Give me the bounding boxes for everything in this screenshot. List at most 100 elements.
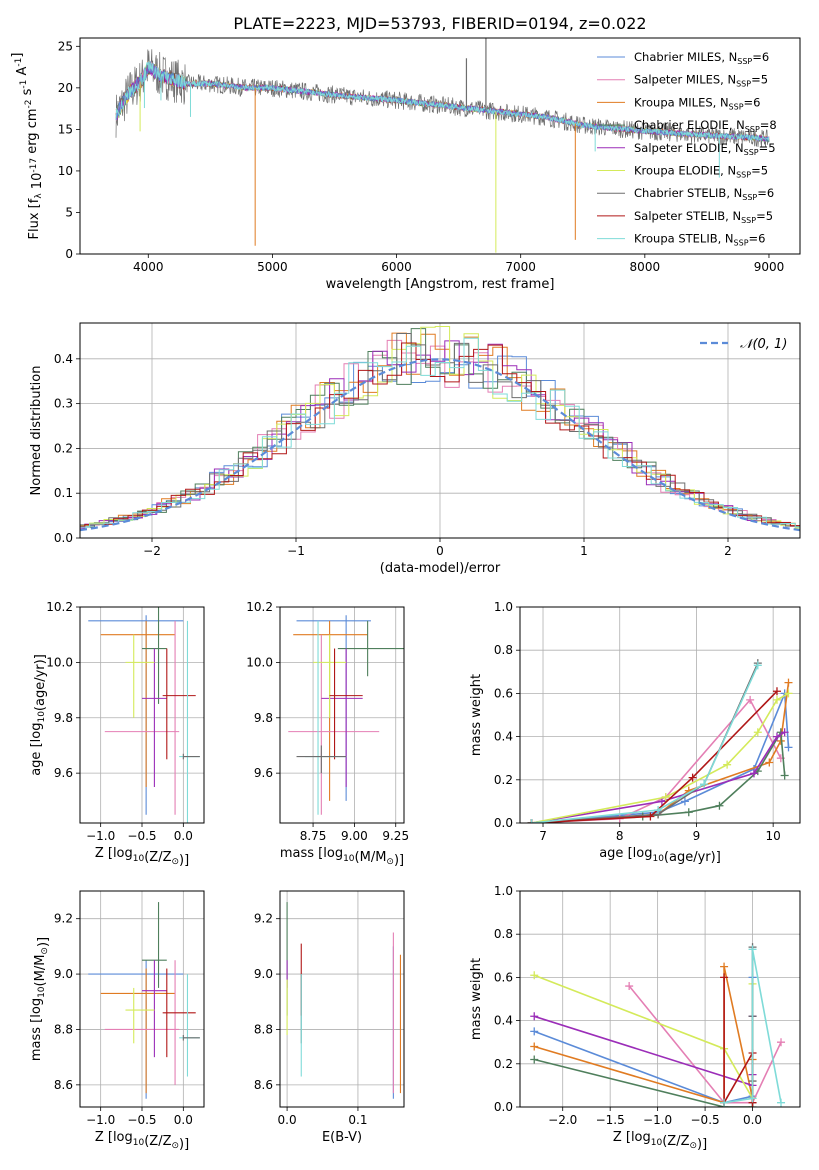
weight_vs_age-ytick-label: 0.6	[494, 686, 513, 700]
spectrum-xlabel: wavelength [Angstrom, rest frame]	[326, 277, 555, 292]
age_vs_mass-ytick-label: 9.6	[254, 766, 273, 780]
spectrum-ytick-label: 10	[58, 164, 73, 178]
mass_vs_EBV-xtick-label: 0.0	[278, 1113, 297, 1127]
weight_vs_age-series-chabrier_stelib	[531, 662, 759, 823]
weight_vs_age-marker	[680, 797, 689, 806]
weight_vs_age-marker	[753, 728, 762, 737]
mass_vs_Z-ylabel: mass [log10(M/M⊙)]	[29, 937, 51, 1061]
weight_vs_Z-series-kroupa_miles	[533, 966, 754, 1104]
mass_vs_EBV-ytick-label: 9.0	[254, 967, 273, 981]
weight_vs_Z-ytick-label: 0.6	[494, 970, 513, 984]
weight_vs_Z-marker	[777, 1038, 786, 1047]
age_vs_mass-xlabel: mass [log10(M/M⊙)]	[280, 846, 404, 868]
spectrum-axes: 4000 5000 6000 7000 8000 9000 0 5 10 15 20 25 wavele…	[10, 39, 784, 292]
spectrum-series-kroupa_stelib	[115, 60, 770, 142]
weight_vs_age-xtick-label: 9	[693, 829, 701, 843]
weight_vs_age-ytick-label: 0.2	[494, 773, 513, 787]
weight_vs_age-marker	[700, 780, 709, 789]
age_vs_Z-xtick-label: −1.0	[86, 829, 115, 843]
weight_vs_age-marker	[661, 793, 670, 802]
weight_vs_Z-series-chabrier_miles	[533, 977, 754, 1104]
weight_vs_age-ytick-label: 0.4	[494, 730, 513, 744]
weight_vs_Z-xtick-label: −2.0	[548, 1113, 577, 1127]
weight_vs_age-xtick-label: 8	[616, 829, 624, 843]
mass_vs_EBV-ytick-label: 8.8	[254, 1022, 273, 1036]
legend-entry: Kroupa MILES, NSSP=6	[634, 95, 760, 111]
legend-entry: Salpeter STELIB, NSSP=5	[634, 209, 773, 225]
spectrum-lines	[115, 38, 770, 253]
spectrum-xtick-label: 9000	[754, 260, 785, 274]
weight_vs_Z-frame	[519, 890, 801, 1108]
weight_vs_Z-series-salpeter_miles	[628, 985, 782, 1104]
weight_vs_age-marker	[780, 728, 789, 737]
weight_vs_age-marker	[684, 808, 693, 817]
weight_vs_age-marker	[784, 678, 793, 687]
mass_vs_Z-xlabel: Z [log10(Z/Z⊙)]	[95, 1130, 189, 1152]
weight_vs_Z-marker	[777, 1098, 786, 1107]
weight_vs_Z-marker	[530, 1012, 539, 1021]
weight_vs_age-marker	[723, 760, 732, 769]
age_vs_mass-point-chabrier_stelib	[296, 745, 347, 774]
weight_vs_Z-marker	[530, 1027, 539, 1036]
mass_vs_EBV-frame	[279, 890, 405, 1108]
mass_vs_Z-point-chabrier_stelib	[182, 1035, 200, 1041]
weight_vs_age-marker	[688, 773, 697, 782]
age_vs_Z-point-salpeter_stelib	[162, 648, 196, 760]
weight_vs_Z-marker	[720, 973, 729, 982]
spectrum-ytick-label: 0	[65, 247, 73, 261]
age_vs_Z-point-kroupa_elodie	[125, 634, 155, 718]
weight_vs_age-marker	[772, 695, 781, 704]
age_vs_Z-point-salpeter_elodie	[142, 648, 167, 787]
spectrum-frame	[79, 37, 801, 255]
residuals-xtick-label: −2	[143, 544, 161, 558]
residuals-xtick-label: 1	[580, 544, 588, 558]
legend-entry: Kroupa STELIB, NSSP=6	[634, 232, 765, 248]
spectrum-legend: Chabrier MILES, NSSP=6 Salpeter MILES, NS…	[597, 50, 777, 248]
normal-legend-label: 𝒩(0, 1)	[740, 337, 787, 352]
histogram-salpeter_stelib	[80, 342, 800, 527]
weight_vs_age-xlabel: age [log10(age/yr)]	[599, 846, 721, 865]
weight_vs_age-marker	[772, 687, 781, 696]
spectrum-xtick-label: 7000	[505, 260, 536, 274]
weight_vs_Z-marker	[748, 1094, 757, 1103]
age_vs_Z-ytick-label: 10.0	[46, 655, 73, 669]
age_vs_mass-point-chabrier_elodie	[337, 620, 404, 677]
weight_vs_Z-ylabel: mass weight	[469, 958, 484, 1040]
age_vs_Z-ytick-label: 10.2	[46, 600, 73, 614]
residuals-ytick-label: 0.1	[54, 486, 73, 500]
weight_vs_Z-ytick-label: 0.4	[494, 1014, 513, 1028]
age_vs_mass-ytick-label: 10.2	[246, 600, 273, 614]
legend-entry: Chabrier ELODIE, NSSP=8	[634, 118, 777, 134]
weight_vs_Z-xtick-label: −1.0	[643, 1113, 672, 1127]
residuals-xtick-label: 2	[724, 544, 732, 558]
weight_vs_Z-ytick-label: 0.2	[494, 1057, 513, 1071]
spectrum-ylabel: Flux [fλ 10-17 erg cm-2 s-1 A-1]	[10, 53, 45, 240]
mass_vs_Z-point-salpeter_stelib	[162, 968, 196, 1058]
mass_vs_Z-ytick-label: 8.6	[54, 1078, 73, 1092]
residuals-ytick-label: 0.0	[54, 531, 73, 545]
weight_vs_age-marker	[749, 769, 758, 778]
age_vs_Z-ylabel: age [log10(age/yr)]	[29, 654, 48, 776]
weight_vs_age-marker	[753, 661, 762, 670]
weight_vs_Z-xtick-label: 0.0	[743, 1113, 762, 1127]
mass_vs_EBV-ytick-label: 8.6	[254, 1078, 273, 1092]
mass_vs_EBV-ytick-label: 9.2	[254, 912, 273, 926]
mass_vs_EBV-errorbars	[286, 902, 402, 1099]
weight_vs_Z-xtick-label: −0.5	[691, 1113, 720, 1127]
mass_vs_Z-frame	[79, 890, 205, 1108]
mass_vs_Z-axes: −1.0 −0.5 0.0 8.6 8.8 9.0 9.2 Z [log10(Z/Z⊙)] ma…	[29, 891, 204, 1152]
histogram-chabrier_stelib	[80, 333, 800, 530]
weight_vs_age-marker	[715, 801, 724, 810]
age_vs_mass-xtick-label: 9.25	[382, 829, 409, 843]
age_vs_Z-point-kroupa_stelib	[179, 620, 200, 823]
spectrum-xtick-label: 4000	[133, 260, 164, 274]
residuals-frame	[79, 322, 801, 539]
weight_vs_Z-series-salpeter_elodie	[533, 1015, 754, 1087]
residuals-xlabel: (data-model)/error	[380, 561, 501, 576]
normal-curve	[80, 358, 800, 532]
residuals-xtick-label: −1	[287, 544, 305, 558]
mass_vs_Z-ytick-label: 8.8	[54, 1022, 73, 1036]
legend-entry: Chabrier MILES, NSSP=6	[634, 50, 769, 66]
age_vs_Z-ytick-label: 9.6	[54, 766, 73, 780]
weight_vs_Z-series-chabrier_elodie	[534, 1016, 754, 1107]
